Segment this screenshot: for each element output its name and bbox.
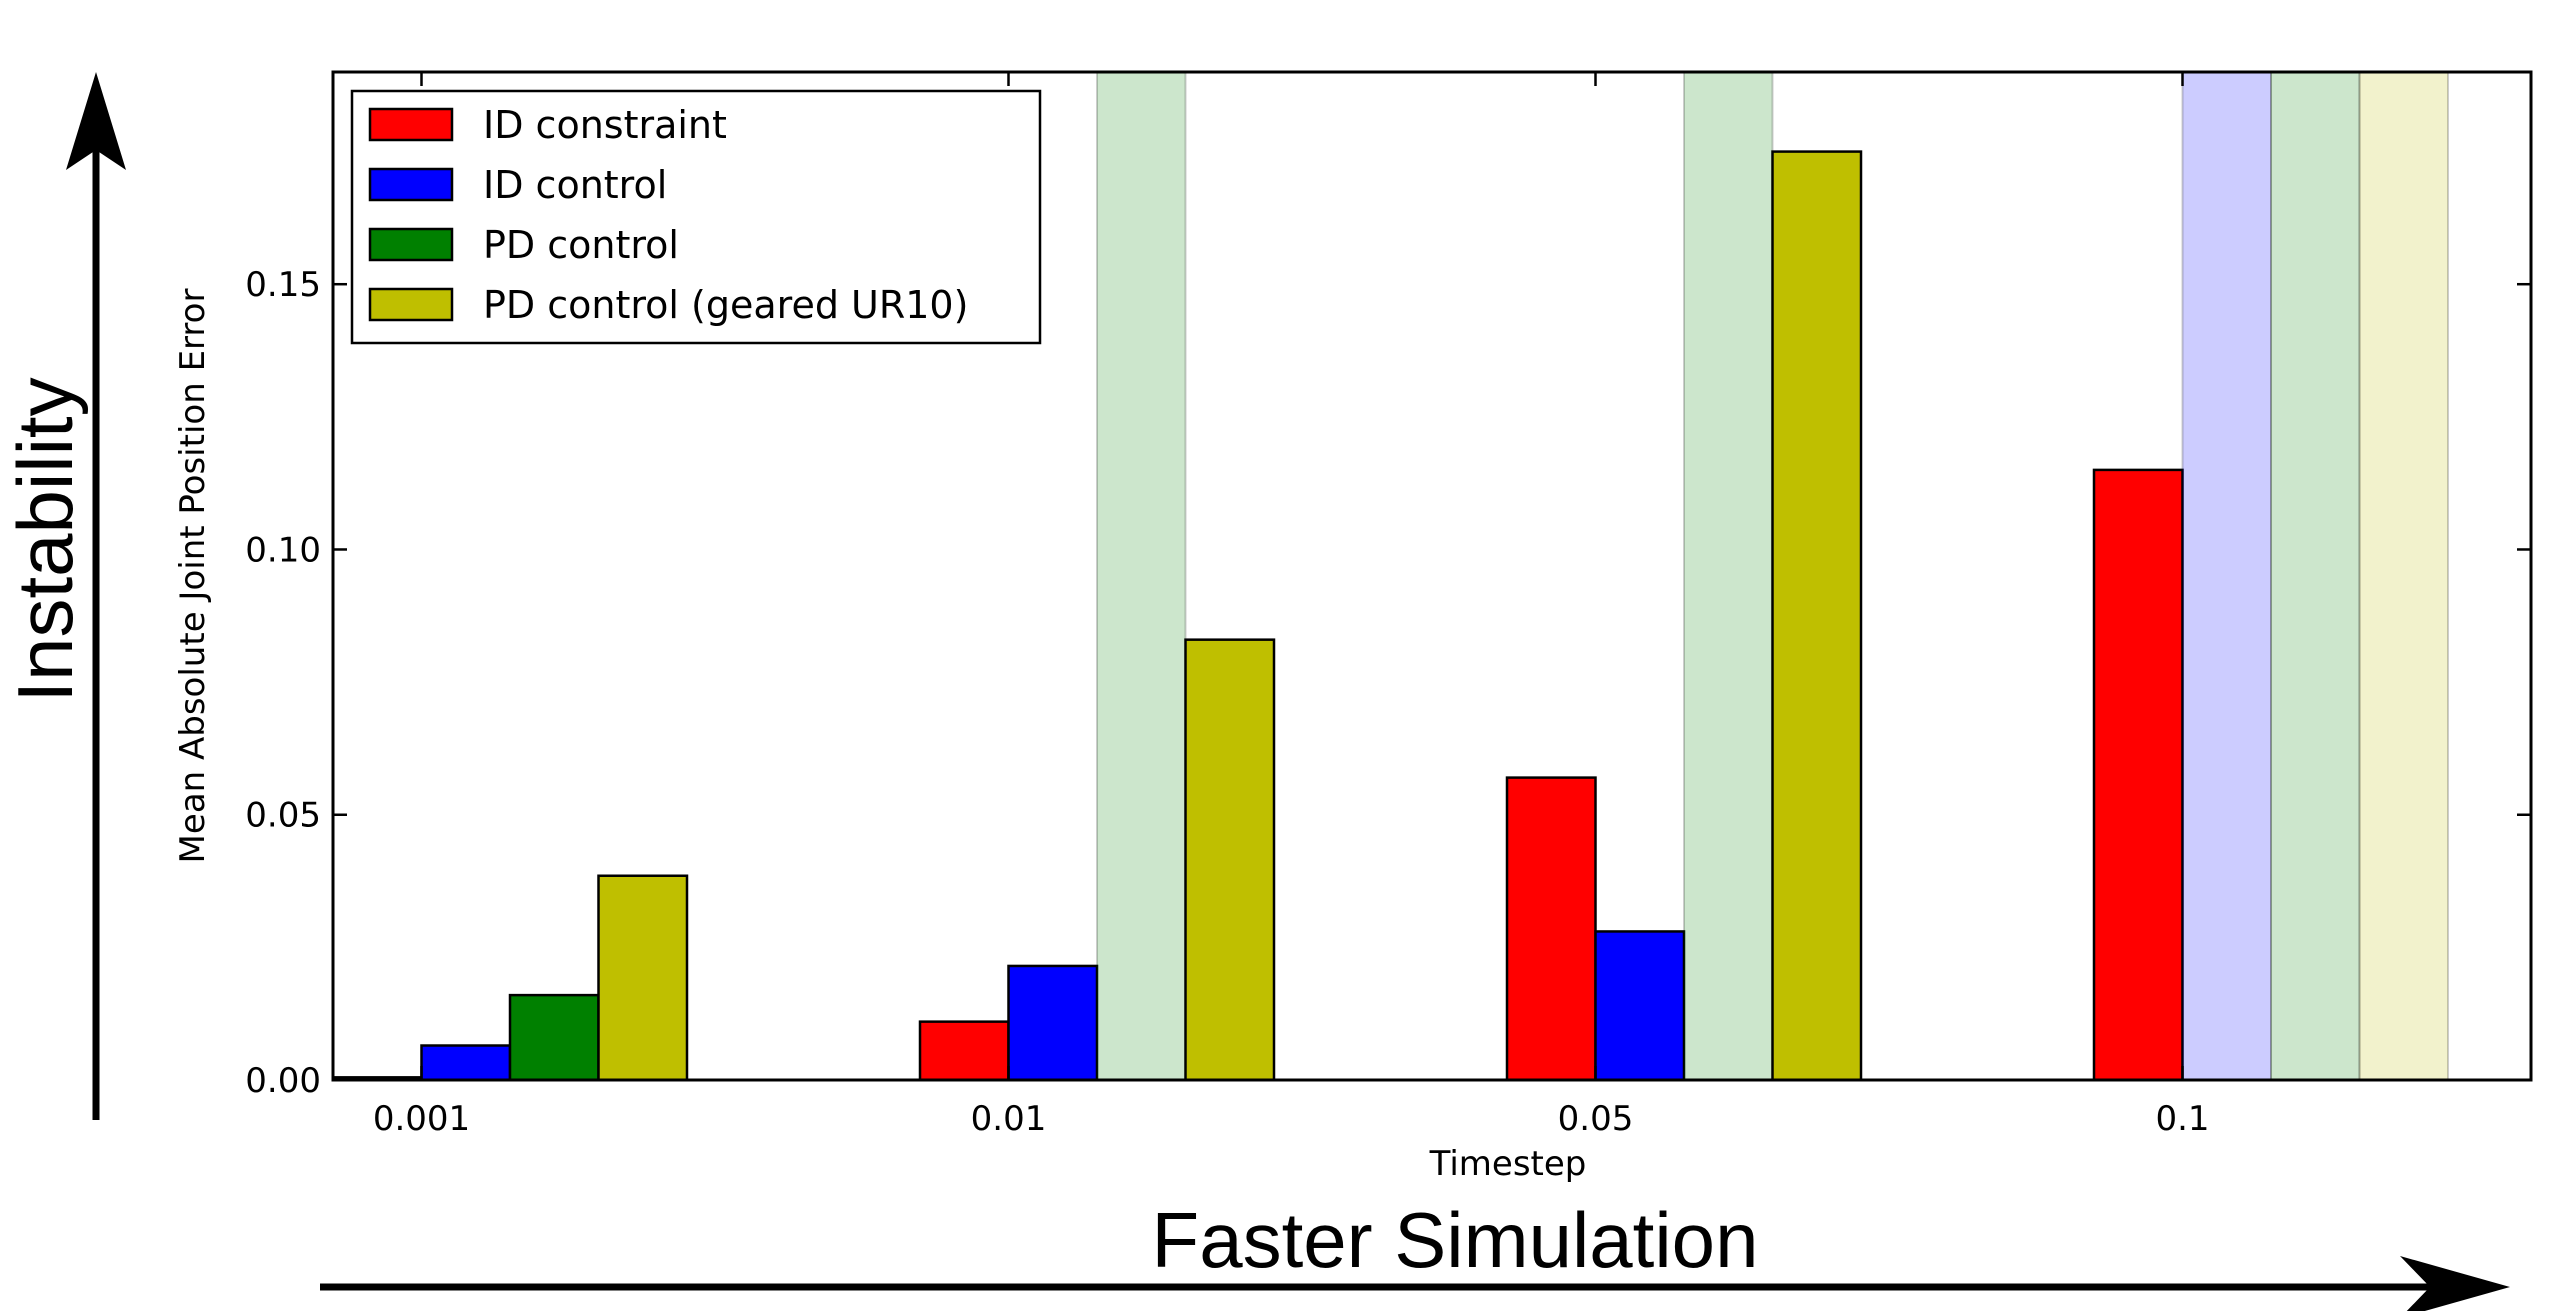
instability-label: Instability [1, 377, 89, 702]
bar [1184, 638, 1276, 1080]
faster-simulation-arrow-head-icon [2400, 1256, 2510, 1311]
x-axis-ticks: 0.001 0.01 0.05 0.1 [373, 72, 2210, 1139]
x-tick-label: 0.05 [1558, 1099, 1634, 1139]
bar [2092, 468, 2184, 1080]
x-tick-label: 0.1 [2155, 1099, 2209, 1139]
bar [508, 993, 600, 1080]
y-tick-label: 0.05 [245, 796, 321, 836]
unstable-band [2270, 72, 2361, 1080]
bars-group [333, 72, 2449, 1080]
y-tick-label: 0.00 [245, 1061, 321, 1101]
plot-frame [331, 70, 2533, 1082]
legend-label: PD control [483, 223, 679, 267]
bar [1505, 776, 1597, 1080]
legend-label: PD control (geared UR10) [483, 283, 968, 327]
unstable-band [2181, 72, 2272, 1080]
y-tick-label: 0.10 [245, 530, 321, 570]
legend-box [350, 89, 1042, 345]
bar [1007, 964, 1099, 1080]
y-tick-label: 0.15 [245, 265, 321, 305]
bar [1594, 930, 1686, 1080]
x-axis-label: Timestep [1429, 1144, 1587, 1184]
legend-swatch [368, 287, 454, 322]
legend-swatch [368, 107, 454, 142]
bar [918, 1020, 1010, 1080]
y-axis-label: Mean Absolute Joint Position Error [173, 289, 213, 864]
bar [420, 1044, 512, 1080]
legend-swatch [368, 227, 454, 262]
faster-simulation-label: Faster Simulation [1152, 1196, 1759, 1284]
bar [1771, 150, 1863, 1080]
unstable-band [2358, 72, 2449, 1080]
y-axis-ticks: 0.00 0.05 0.10 0.15 [245, 265, 2531, 1101]
x-tick-label: 0.01 [971, 1099, 1047, 1139]
x-tick-label: 0.001 [373, 1099, 470, 1139]
legend-swatch [368, 167, 454, 202]
legend-label: ID control [483, 163, 667, 207]
legend: ID constraint ID control PD control PD cont… [350, 89, 1042, 345]
instability-arrow-head-icon [66, 72, 126, 170]
legend-label: ID constraint [483, 103, 727, 147]
unstable-band [1096, 72, 1187, 1080]
unstable-band [1683, 72, 1774, 1080]
bar [597, 874, 689, 1080]
